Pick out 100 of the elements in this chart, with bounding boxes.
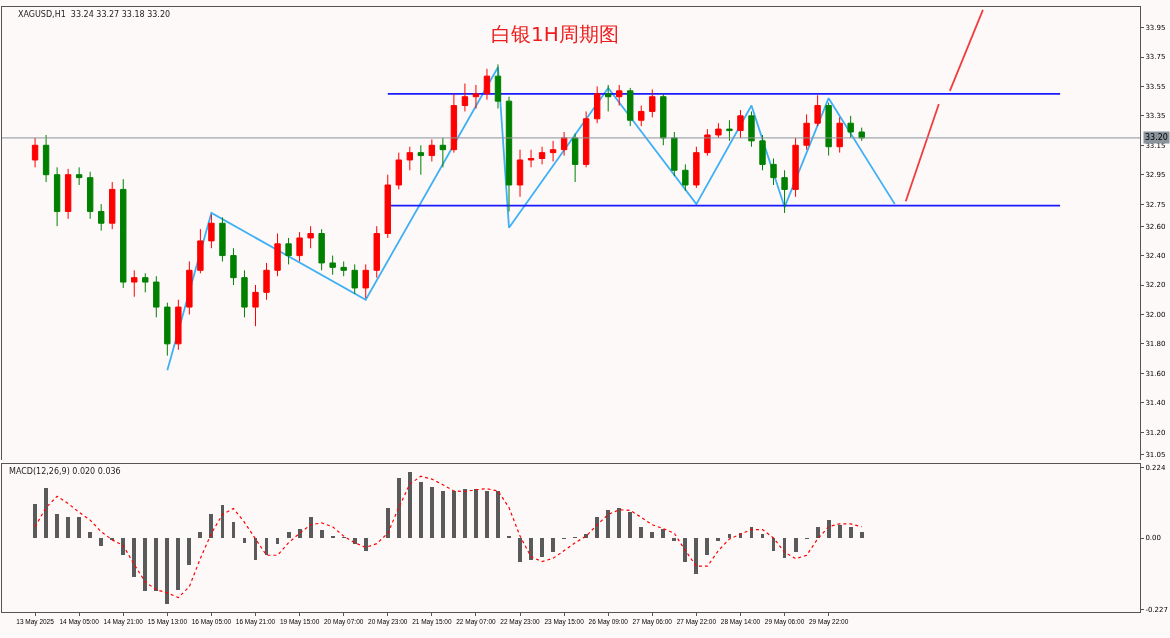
candlestick [263, 262, 270, 301]
candlestick [340, 260, 347, 277]
candlestick [373, 225, 380, 279]
candlestick [450, 93, 458, 154]
candlestick [483, 68, 491, 101]
line-series [34, 475, 863, 599]
candlestick [153, 275, 160, 318]
bar [286, 531, 291, 538]
candlestick [671, 131, 678, 177]
candlestick [362, 263, 369, 299]
bar [297, 528, 302, 538]
bar [33, 503, 37, 538]
candlestick [186, 260, 193, 315]
bar [429, 486, 434, 538]
bar [595, 517, 600, 538]
bar [716, 538, 721, 542]
candlestick [549, 140, 557, 162]
candlestick [142, 272, 149, 293]
bar [793, 538, 798, 553]
candlestick [329, 255, 336, 276]
candlestick [98, 203, 105, 232]
candlestick [593, 85, 601, 124]
bar [55, 514, 60, 538]
candlestick [693, 146, 700, 189]
candlestick [527, 149, 535, 168]
candlestick [461, 82, 469, 112]
bar [198, 531, 203, 538]
candlestick [439, 137, 447, 168]
bar [462, 488, 467, 538]
bar [440, 490, 445, 538]
candlestick [31, 137, 39, 168]
bar [418, 481, 423, 538]
candlestick [296, 231, 303, 262]
bar [529, 538, 533, 560]
candlestick [538, 146, 546, 165]
candlestick [759, 134, 766, 171]
candlestick [417, 144, 425, 176]
candlestick [307, 225, 314, 249]
candlestick [131, 269, 138, 298]
bar [496, 490, 500, 538]
candlestick [616, 84, 623, 107]
annotation: XAGUSD,H1 33.24 33.27 33.18 33.20 [18, 10, 171, 19]
bar [187, 538, 192, 565]
bar [705, 538, 710, 556]
candlestick [53, 166, 61, 227]
bar [694, 538, 699, 575]
bar [518, 538, 522, 562]
candlestick [318, 228, 325, 271]
candlestick [726, 119, 733, 142]
candlestick [395, 152, 402, 190]
candlestick [86, 171, 94, 220]
candlestick [748, 110, 755, 148]
bar [121, 538, 126, 556]
candlestick [230, 247, 237, 286]
candlestick [792, 137, 799, 198]
bar [154, 538, 159, 592]
candlestick [120, 178, 127, 289]
candlestick [660, 93, 667, 146]
bar [485, 490, 489, 538]
candlestick [825, 102, 832, 157]
bar [639, 526, 644, 538]
candlestick [803, 113, 810, 151]
candlestick [814, 94, 821, 127]
candlestick [197, 228, 204, 274]
candlestick [42, 134, 50, 183]
bar [848, 526, 853, 538]
candlestick [571, 133, 579, 183]
candlestick [274, 233, 281, 277]
bar [88, 531, 93, 538]
candlestick [351, 263, 358, 295]
candlestick [737, 109, 744, 139]
candlestick [64, 168, 72, 220]
bar [99, 538, 104, 546]
bar [683, 538, 688, 562]
bar [165, 538, 170, 604]
chart-title: MACD(12,26,9) 0.020 0.036 [9, 467, 121, 476]
candlestick [241, 269, 248, 318]
bar [661, 528, 666, 538]
bar [44, 487, 49, 538]
bar [815, 526, 820, 538]
candlestick [715, 122, 722, 139]
bar [859, 531, 864, 538]
bar [628, 512, 633, 538]
candlestick [75, 166, 83, 186]
bar [66, 517, 71, 538]
ref-line-label: 33.20 [1145, 133, 1168, 142]
bar [319, 529, 324, 538]
candlestick [649, 88, 656, 118]
candlestick [472, 84, 480, 109]
candlestick [384, 174, 391, 239]
candlestick [682, 163, 689, 192]
candlestick [770, 158, 777, 186]
bar [650, 531, 655, 538]
bar [837, 524, 842, 538]
candlestick [428, 138, 436, 162]
candlestick [847, 115, 854, 139]
candlestick [219, 216, 226, 262]
bar [77, 517, 82, 538]
bar [826, 520, 831, 538]
bar [176, 538, 181, 590]
